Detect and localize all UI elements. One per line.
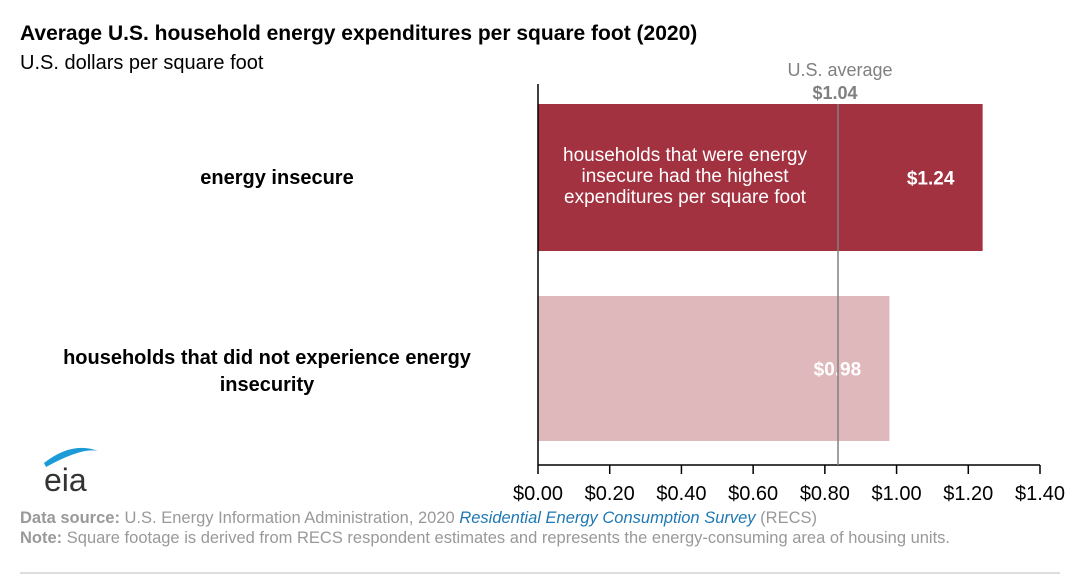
data-source: Data source: U.S. Energy Information Adm… bbox=[20, 509, 817, 528]
average-line-value: $1.04 bbox=[812, 83, 858, 103]
chart-title: Average U.S. household energy expenditur… bbox=[20, 22, 698, 45]
eia-logo: eia bbox=[42, 445, 112, 500]
source-suffix: (RECS) bbox=[760, 509, 817, 527]
category-label-1: households that did not experience energ… bbox=[63, 347, 471, 396]
footer-divider bbox=[20, 572, 1060, 574]
bar-annotation: households that were energy insecure had… bbox=[563, 145, 807, 208]
x-tick-label-5: $1.00 bbox=[872, 483, 922, 505]
recs-link[interactable]: Residential Energy Consumption Survey bbox=[459, 509, 756, 527]
svg-text:eia: eia bbox=[44, 462, 87, 495]
x-tick-label-1: $0.20 bbox=[585, 483, 635, 505]
average-line-label: U.S. average bbox=[787, 60, 893, 80]
note-text: Square footage is derived from RECS resp… bbox=[66, 529, 951, 547]
data-label-0: $1.24 bbox=[907, 169, 955, 190]
note: Note: Square footage is derived from REC… bbox=[20, 529, 1060, 548]
bar-1 bbox=[538, 296, 890, 441]
x-tick-label-0: $0.00 bbox=[513, 483, 563, 505]
category-label-0: energy insecure bbox=[200, 167, 354, 189]
source-label: Data source: bbox=[20, 509, 120, 527]
chart-subtitle: U.S. dollars per square foot bbox=[20, 52, 264, 74]
x-tick-label-4: $0.80 bbox=[800, 483, 850, 505]
x-tick-label-6: $1.20 bbox=[943, 483, 993, 505]
x-tick-label-3: $0.60 bbox=[728, 483, 778, 505]
x-tick-label-2: $0.40 bbox=[656, 483, 706, 505]
note-label: Note: bbox=[20, 529, 63, 547]
bar-0 bbox=[538, 104, 983, 251]
x-tick-label-7: $1.40 bbox=[1015, 483, 1065, 505]
source-text: U.S. Energy Information Administration, … bbox=[124, 509, 455, 527]
